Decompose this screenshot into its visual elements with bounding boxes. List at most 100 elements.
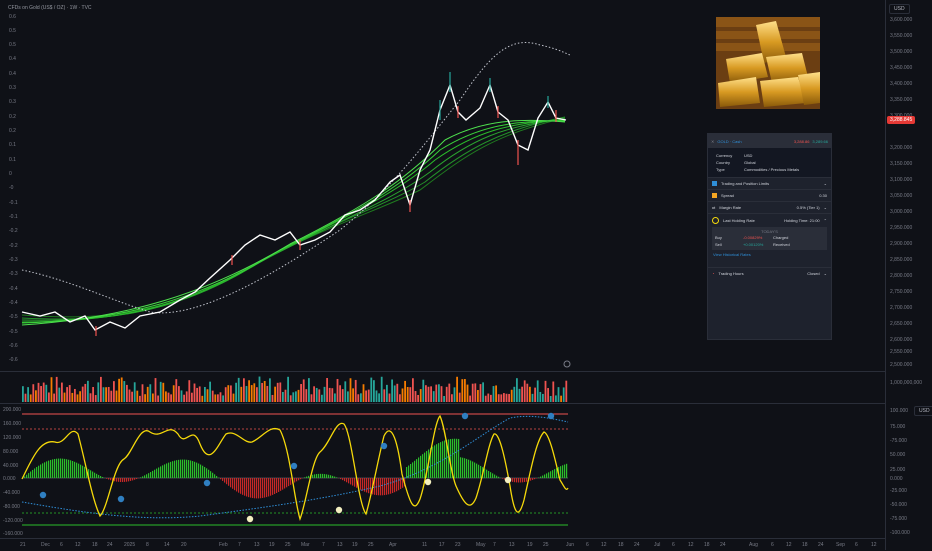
histogram-bar xyxy=(90,470,91,478)
ask-price[interactable]: 3,289.66 xyxy=(812,139,828,144)
volume-bar xyxy=(500,394,502,402)
oscillator-chart[interactable] xyxy=(0,404,885,538)
histogram-bar xyxy=(320,474,321,478)
histogram-bar xyxy=(92,472,93,478)
volume-bar xyxy=(305,389,307,402)
osc-currency-button[interactable]: USD xyxy=(914,406,932,416)
histogram-bar xyxy=(176,460,177,478)
histogram-bar xyxy=(154,470,155,478)
histogram-bar xyxy=(70,460,71,478)
volume-bar xyxy=(277,383,279,402)
osc-left-tick: -80.000 xyxy=(3,504,20,510)
histogram-bar xyxy=(498,477,499,478)
volume-bar xyxy=(261,383,263,402)
section-label: Trading and Position Limits xyxy=(721,181,820,186)
left-tick: -0.1 xyxy=(9,214,18,220)
histogram-bar xyxy=(494,475,495,478)
alert-icon[interactable] xyxy=(564,361,570,367)
volume-bar xyxy=(285,390,287,402)
time-tick: Mar xyxy=(301,542,310,548)
rate-label: Sell xyxy=(715,242,737,247)
rate-label: Buy xyxy=(715,235,737,240)
volume-bar xyxy=(318,389,320,402)
left-tick: 0.1 xyxy=(9,157,16,163)
right-tick: 2,650.000 xyxy=(890,321,912,327)
histogram-bar xyxy=(566,464,567,478)
left-tick: -0.3 xyxy=(9,257,18,263)
bid-price[interactable]: 3,288.86 xyxy=(794,139,810,144)
histogram-bar xyxy=(560,466,561,478)
histogram-bar xyxy=(280,478,281,491)
holding-rate-row[interactable]: Last Holding Rate Holding Time: 21:00 ⌃ xyxy=(708,213,831,227)
volume-bar xyxy=(131,392,133,402)
histogram-bar xyxy=(196,463,197,478)
volume-bar xyxy=(467,385,469,402)
histogram-bar xyxy=(304,477,305,478)
close-icon[interactable]: ✕ xyxy=(711,139,714,144)
volume-bar xyxy=(183,395,185,402)
histogram-bar xyxy=(464,458,465,478)
margin-row[interactable]: ⇄ Margin Rate 0.5% (Tier 1) ⌄ xyxy=(708,201,831,213)
histogram-bar xyxy=(552,470,553,478)
volume-bar xyxy=(480,384,482,402)
volume-bar xyxy=(552,382,554,402)
histogram-bar xyxy=(240,478,241,494)
volume-bar xyxy=(233,394,235,402)
right-tick: 2,550.000 xyxy=(890,349,912,355)
volume-bar xyxy=(308,378,310,402)
right-tick: 2,750.000 xyxy=(890,289,912,295)
time-tick: 19 xyxy=(352,542,358,548)
histogram-bar xyxy=(544,474,545,478)
right-price-axis[interactable]: USD 3,600.000 3,550.000 3,500.000 3,450.… xyxy=(885,0,932,550)
rate-note: Received xyxy=(773,242,790,247)
volume-tick: 1,000,000,000 xyxy=(890,380,922,386)
histogram-bar xyxy=(390,478,391,494)
pane-separator[interactable] xyxy=(0,403,885,404)
volume-bar xyxy=(381,377,383,402)
left-tick: -0.4 xyxy=(9,286,18,292)
histogram-bar xyxy=(146,474,147,478)
volume-bar xyxy=(321,395,323,402)
volume-bar xyxy=(157,396,159,402)
volume-bar xyxy=(534,388,536,402)
histogram-bar xyxy=(456,439,457,478)
volume-bar xyxy=(222,395,224,402)
histogram-bar xyxy=(336,477,337,478)
volume-bar xyxy=(274,387,276,402)
histogram-bar xyxy=(50,460,51,478)
histogram-bar xyxy=(44,462,45,478)
currency-button[interactable]: USD xyxy=(889,4,910,14)
volume-bar xyxy=(420,389,422,402)
volume-bar xyxy=(493,386,495,402)
volume-bar xyxy=(264,381,266,402)
histogram-bar xyxy=(46,461,47,478)
left-tick: 0 xyxy=(9,171,12,177)
volume-bar xyxy=(300,384,302,402)
volume-bar xyxy=(126,385,128,402)
volume-bar xyxy=(389,394,391,402)
histogram-bar xyxy=(202,466,203,478)
time-tick: 24 xyxy=(634,542,640,548)
volume-bar xyxy=(103,387,105,402)
volume-bar xyxy=(545,381,547,402)
histogram-bar xyxy=(74,462,75,478)
time-tick: Jun xyxy=(566,542,574,548)
time-axis[interactable]: 21 Dec 6 12 18 24 2025 8 14 20 Feb 7 13 … xyxy=(0,538,885,551)
pane-separator[interactable] xyxy=(0,371,885,372)
historical-rates-link[interactable]: View Historical Rates xyxy=(708,250,831,259)
volume-bar xyxy=(311,394,313,402)
volume-bar xyxy=(370,378,372,402)
trading-limits-row[interactable]: Trading and Position Limits ⌄ xyxy=(708,177,831,189)
histogram-bar xyxy=(352,478,353,486)
volume-bar xyxy=(441,386,443,402)
spread-row[interactable]: Spread 0.30 xyxy=(708,189,831,201)
histogram-bar xyxy=(548,472,549,478)
trading-hours-row[interactable]: ◔ Trading Hours Closed ⌄ xyxy=(708,267,831,279)
histogram-bar xyxy=(234,478,235,490)
volume-bar xyxy=(27,387,29,402)
volume-bar xyxy=(58,388,60,402)
volume-bar xyxy=(513,387,515,402)
histogram-bar xyxy=(254,478,255,498)
symbol-info-panel[interactable]: ✕ GOLD · Cash 3,288.86 3,289.66 Currency… xyxy=(707,133,832,340)
volume-bar xyxy=(555,395,557,402)
